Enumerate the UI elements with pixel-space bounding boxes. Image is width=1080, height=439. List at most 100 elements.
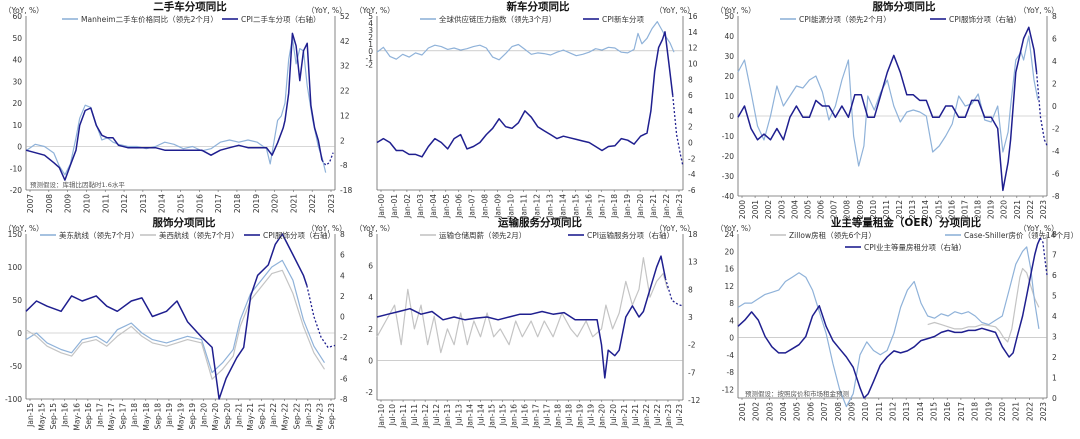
chart-title: 新车分项同比: [507, 0, 570, 13]
x-tick-label: Sep-19: [188, 403, 197, 430]
left-tick-label: 0: [17, 143, 22, 152]
right-axis-unit: （YoY, %）: [307, 224, 347, 233]
x-tick-label: Jan-23: [675, 194, 684, 219]
series-line-2: [1035, 72, 1048, 146]
right-tick-label: 0: [340, 313, 345, 322]
right-tick-label: 5: [1052, 292, 1057, 301]
x-tick-label: 2015: [930, 402, 939, 421]
x-tick-label: 2011: [101, 194, 110, 213]
x-tick-label: May-23: [315, 403, 324, 431]
x-tick-label: Jul-21: [631, 404, 640, 427]
left-tick-label: 1: [368, 40, 373, 49]
x-tick-label: 2020: [1000, 200, 1009, 219]
x-tick-label: Jan-19: [576, 404, 585, 429]
x-tick-label: 2003: [777, 200, 786, 219]
x-tick-label: 2021: [289, 194, 298, 213]
right-tick-label: 2: [340, 292, 345, 301]
x-tick-label: 2008: [843, 200, 852, 219]
left-tick-label: -30: [722, 172, 734, 181]
right-tick-label: -6: [688, 186, 696, 195]
left-tick-label: -10: [10, 164, 22, 173]
x-tick-label: 2021: [1012, 402, 1021, 421]
series-line-0: [376, 257, 669, 354]
x-tick-label: 2003: [765, 402, 774, 421]
chart-airfare: 服饰分项同比（YoY, %） （YoY, %）150100500-50-10086…: [4, 216, 348, 431]
right-tick-label: -2: [688, 341, 696, 350]
x-tick-label: Sep-22: [292, 403, 301, 430]
x-tick-label: Sep-17: [119, 403, 128, 430]
chart-title: 运输服务分项同比: [498, 216, 582, 229]
x-tick-label: Jan-18: [130, 403, 139, 428]
x-tick-label: Jan-18: [610, 194, 619, 219]
legend-label: CPI二手车分项（右轴）: [241, 14, 320, 24]
right-tick-label: -6: [340, 374, 348, 383]
x-tick-label: Jan-08: [481, 194, 490, 219]
x-tick-label: Jan-20: [636, 194, 645, 219]
x-tick-label: 2000: [738, 200, 747, 219]
x-tick-label: 2011: [875, 402, 884, 421]
x-tick-label: 2010: [82, 194, 91, 213]
right-tick-label: 52: [340, 12, 350, 21]
x-tick-label: 2009: [856, 200, 865, 219]
x-tick-label: Jan-16: [509, 404, 518, 429]
x-tick-label: Sep-21: [258, 403, 267, 430]
x-tick-label: Jan-12: [421, 404, 430, 429]
left-tick-label: -50: [10, 362, 22, 371]
x-tick-label: 2002: [764, 200, 773, 219]
chart-title: 服饰分项同比: [873, 0, 936, 13]
right-tick-label: -8: [340, 395, 348, 404]
x-tick-label: Sep-15: [49, 403, 58, 430]
left-tick-label: 40: [724, 32, 734, 41]
series-line-1: [25, 269, 326, 380]
legend-label: 全球供应链压力指数（领先3个月）: [439, 14, 556, 24]
x-tick-label: 2022: [1025, 402, 1034, 421]
x-tick-label: Jul-11: [410, 404, 419, 427]
right-tick-label: 6: [340, 251, 345, 260]
x-tick-label: 2018: [974, 200, 983, 219]
x-tick-label: Jan-05: [442, 194, 451, 219]
chart-title: 服饰分项同比: [153, 216, 216, 229]
x-tick-label: 2018: [971, 402, 980, 421]
left-tick-label: 8: [368, 230, 373, 239]
right-axis-unit: （YoY, %）: [655, 224, 695, 233]
x-tick-label: 2004: [779, 402, 788, 421]
series-line-2: [664, 278, 684, 307]
series-line-3: [306, 285, 336, 349]
right-tick-label: -4: [688, 170, 696, 179]
x-tick-label: 2008: [834, 402, 843, 421]
right-tick-label: 12: [688, 44, 698, 53]
x-tick-label: Sep-18: [153, 403, 162, 430]
x-tick-label: 2013: [139, 194, 148, 213]
x-tick-label: 2011: [882, 200, 891, 219]
right-axis-unit: （YoY, %）: [1019, 6, 1059, 15]
right-tick-label: -8: [340, 161, 348, 170]
x-tick-label: Jan-20: [598, 404, 607, 429]
left-tick-label: -20: [722, 152, 734, 161]
left-tick-label: -2: [366, 388, 374, 397]
legend-label: CPI新车分项: [602, 14, 644, 24]
right-tick-label: 13: [688, 258, 698, 267]
left-axis-unit: （YoY, %）: [355, 6, 395, 15]
right-tick-label: -18: [340, 186, 352, 195]
left-tick-label: 8: [729, 299, 734, 308]
x-tick-label: Jan-23: [304, 403, 313, 428]
x-tick-label: Jul-12: [432, 404, 441, 427]
right-tick-label: 8: [1052, 12, 1057, 21]
x-tick-label: Jan-11: [520, 194, 529, 219]
x-tick-label: Jul-23: [675, 404, 684, 427]
x-tick-label: Jan-13: [443, 404, 452, 429]
x-tick-label: Jan-10: [377, 404, 386, 429]
x-tick-label: Jan-00: [377, 194, 386, 219]
series-line-0: [376, 21, 675, 61]
x-tick-label: Jan-12: [532, 194, 541, 219]
left-tick-label: 12: [724, 282, 734, 291]
left-tick-label: 30: [12, 77, 22, 86]
left-tick-label: 4: [368, 19, 373, 28]
chart-oer: 业主等量租金（OER）分项同比（YoY, %） （YoY, %）242016128…: [716, 216, 1078, 421]
x-tick-label: Jul-16: [520, 404, 529, 427]
x-tick-label: 2012: [120, 194, 129, 213]
x-tick-label: 2012: [889, 402, 898, 421]
left-tick-label: 20: [12, 99, 22, 108]
right-axis-unit: （YoY, %）: [307, 6, 347, 15]
x-tick-label: 2010: [861, 402, 870, 421]
